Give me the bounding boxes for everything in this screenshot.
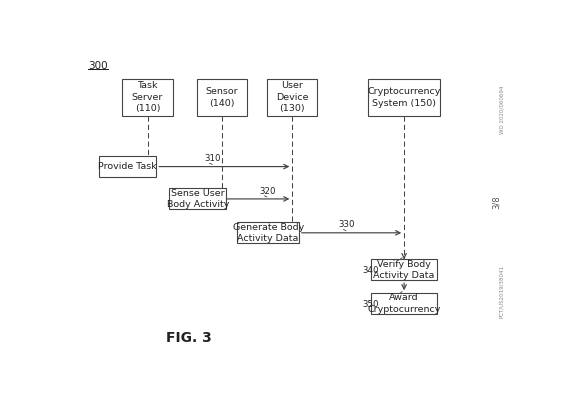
Text: 340: 340: [362, 266, 379, 275]
FancyBboxPatch shape: [371, 293, 437, 314]
FancyBboxPatch shape: [267, 79, 318, 116]
FancyBboxPatch shape: [169, 188, 226, 209]
Text: Cryptocurrency
System (150): Cryptocurrency System (150): [367, 87, 441, 108]
Text: 310: 310: [204, 154, 221, 163]
Text: WO 2020/060694: WO 2020/060694: [499, 86, 504, 134]
Text: 320: 320: [259, 187, 276, 196]
Text: Sense User
Body Activity: Sense User Body Activity: [167, 189, 229, 209]
Text: 330: 330: [338, 220, 355, 230]
FancyBboxPatch shape: [197, 79, 247, 116]
Text: 3/8: 3/8: [492, 195, 501, 209]
Text: FIG. 3: FIG. 3: [166, 330, 212, 344]
Text: 300: 300: [88, 62, 108, 72]
Text: Provide Task: Provide Task: [98, 162, 157, 171]
FancyBboxPatch shape: [238, 222, 299, 243]
FancyBboxPatch shape: [371, 259, 437, 280]
Text: Award
Cryptocurrency: Award Cryptocurrency: [367, 294, 441, 314]
FancyBboxPatch shape: [368, 79, 440, 116]
Text: Generate Body
Activity Data: Generate Body Activity Data: [233, 222, 304, 243]
Text: Sensor
(140): Sensor (140): [206, 87, 238, 108]
FancyBboxPatch shape: [122, 79, 173, 116]
Text: 350: 350: [362, 300, 379, 309]
Text: Verify Body
Activity Data: Verify Body Activity Data: [374, 260, 435, 280]
Text: Task
Server
(110): Task Server (110): [132, 81, 163, 113]
Text: PCT/US2019/38041: PCT/US2019/38041: [499, 265, 504, 318]
FancyBboxPatch shape: [99, 156, 156, 177]
Text: User
Device
(130): User Device (130): [276, 81, 308, 113]
